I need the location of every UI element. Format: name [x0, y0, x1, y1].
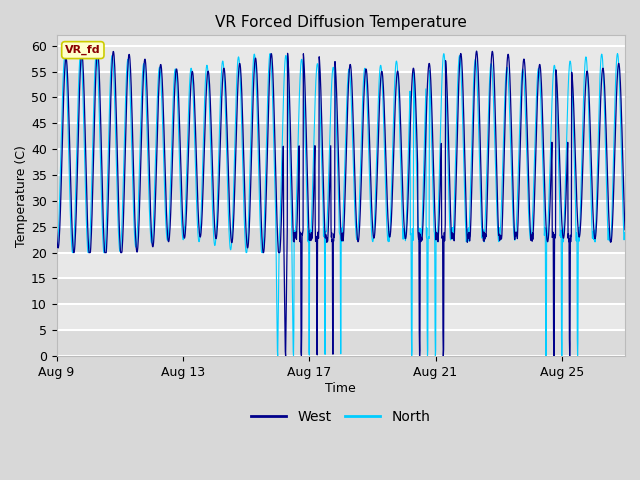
Bar	[56, 72, 625, 97]
X-axis label: Time: Time	[325, 382, 356, 395]
Legend: West, North: West, North	[246, 405, 436, 430]
Title: VR Forced Diffusion Temperature: VR Forced Diffusion Temperature	[215, 15, 467, 30]
Text: VR_fd: VR_fd	[65, 45, 100, 55]
Bar	[56, 330, 625, 356]
Bar	[56, 278, 625, 304]
Bar	[56, 123, 625, 149]
Y-axis label: Temperature (C): Temperature (C)	[15, 145, 28, 247]
Bar	[56, 227, 625, 252]
Bar	[56, 175, 625, 201]
